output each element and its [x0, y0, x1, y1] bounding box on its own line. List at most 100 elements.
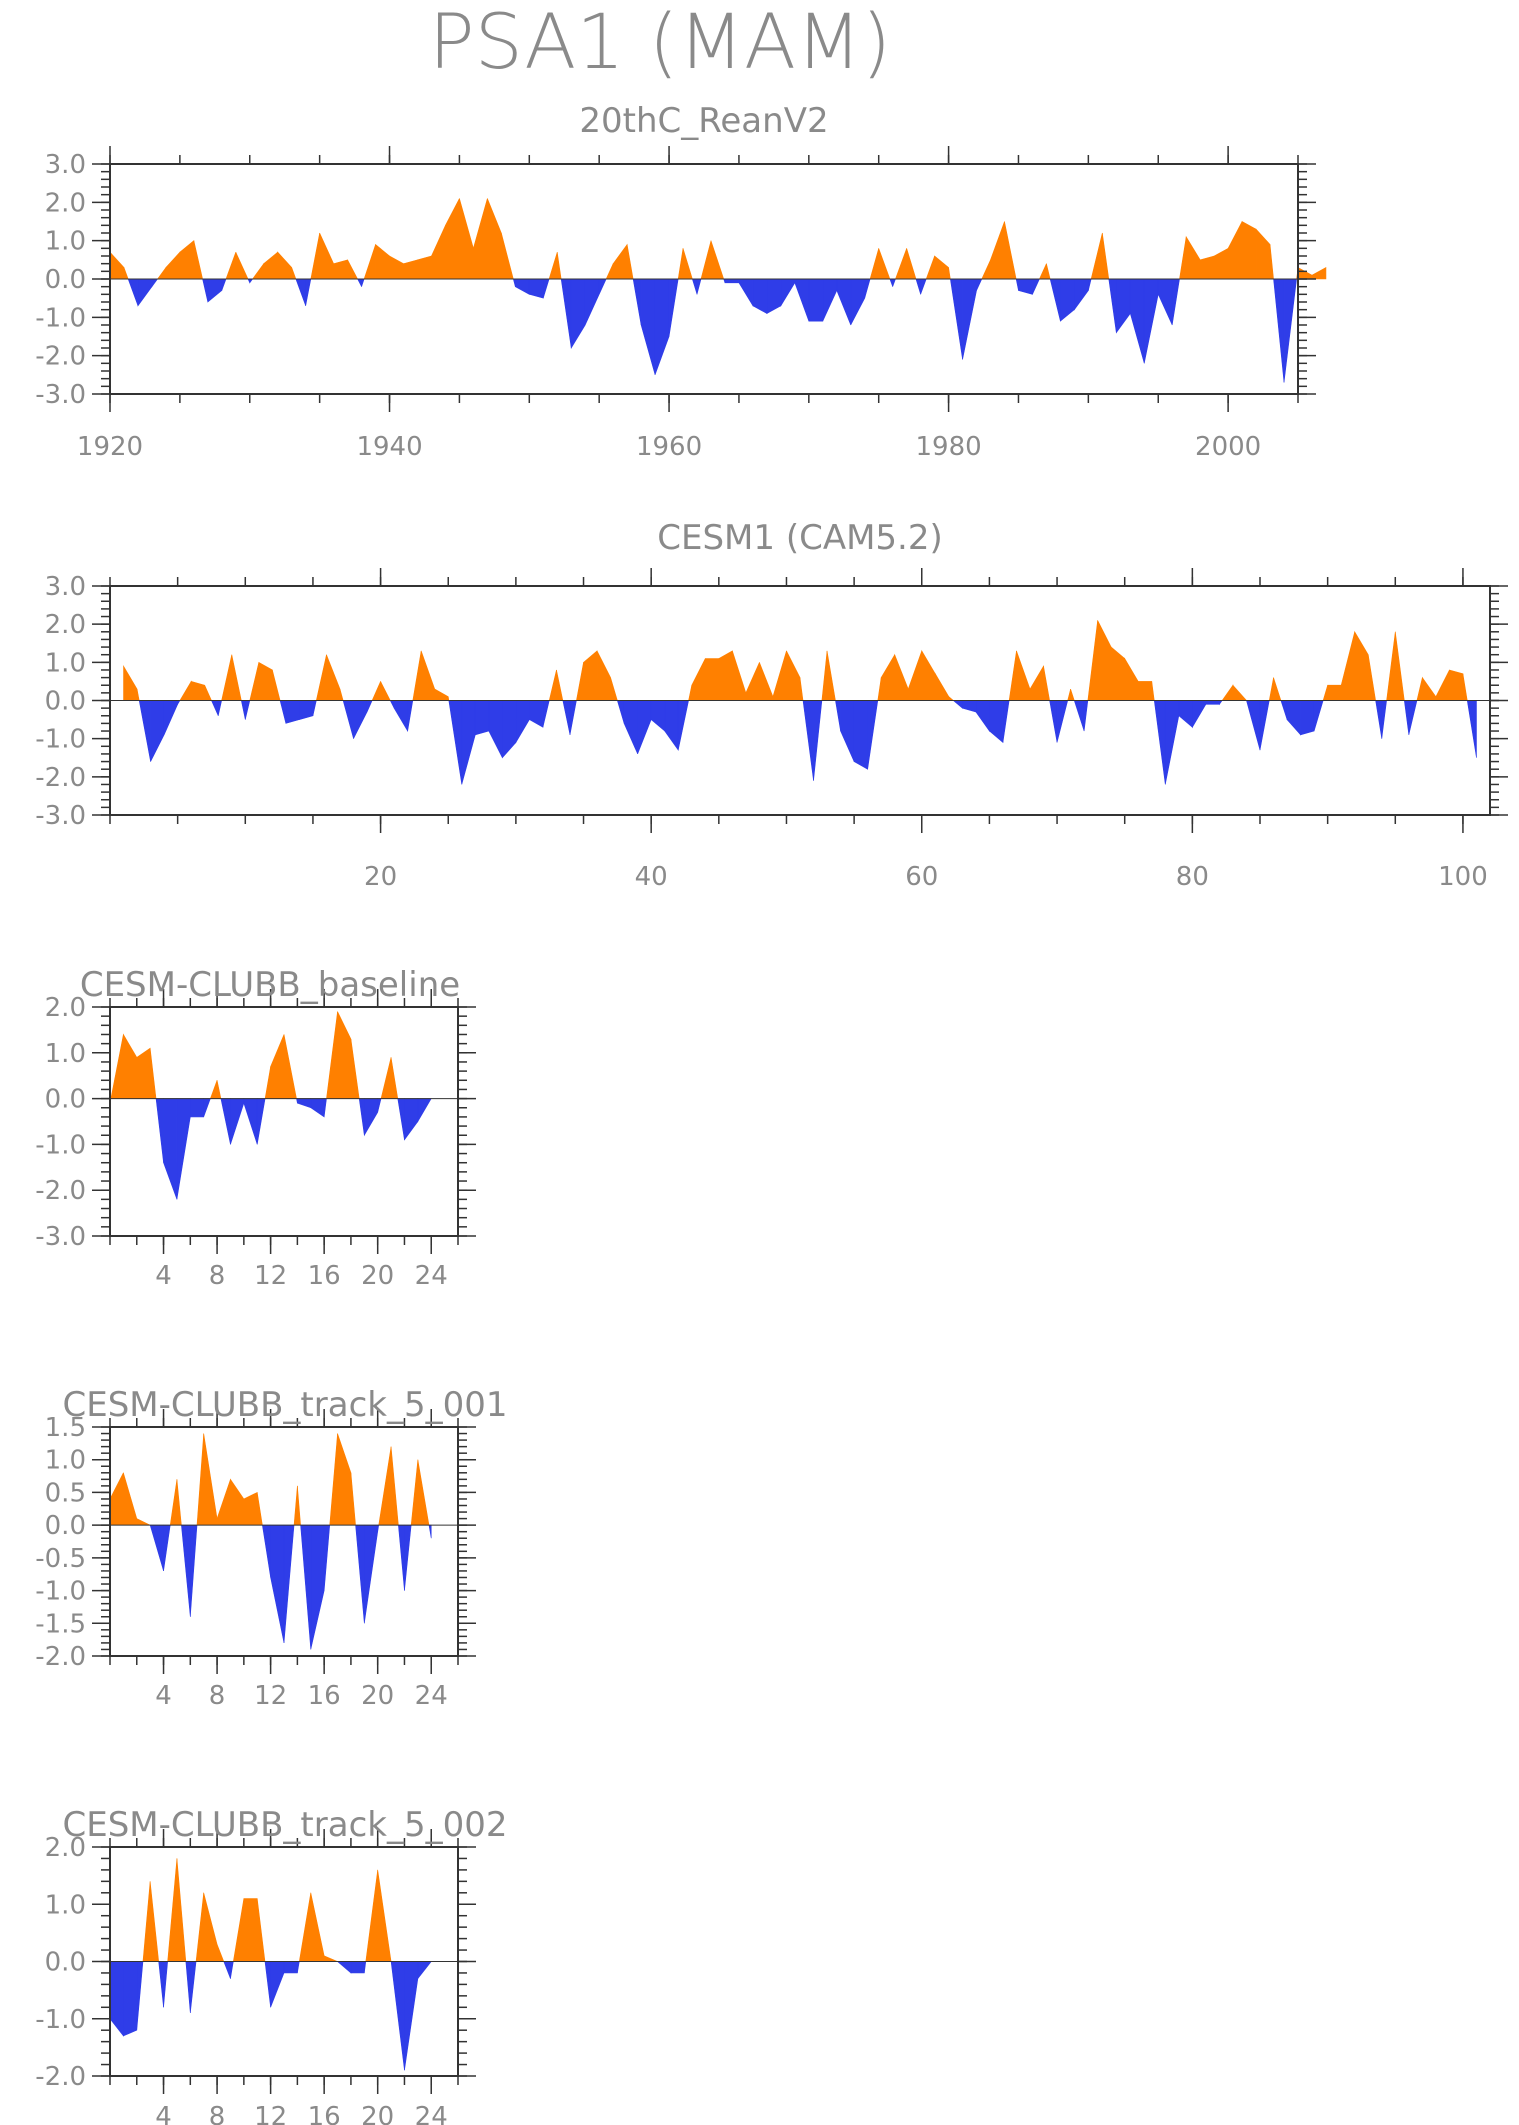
positive-area-segment: [895, 248, 907, 280]
positive-area-segment: [894, 654, 909, 701]
positive-area-segment: [799, 677, 804, 701]
negative-area-segment: [915, 278, 921, 295]
negative-area-segment: [393, 700, 408, 733]
positive-area-segment: [1046, 263, 1051, 280]
negative-area-segment: [1466, 700, 1477, 758]
positive-area-segment: [109, 251, 125, 280]
negative-area-segment: [448, 700, 463, 785]
panel-title: CESM-CLUBB_baseline: [80, 965, 460, 1005]
positive-area-segment: [612, 243, 628, 280]
negative-area-segment: [285, 700, 300, 724]
negative-area-segment: [813, 700, 823, 781]
negative-area-segment: [677, 700, 689, 751]
plot-frame: [109, 1426, 459, 1657]
positive-area-segment: [1124, 657, 1139, 701]
positive-area-segment: [291, 267, 297, 280]
negative-area-segment: [542, 278, 550, 299]
negative-area-segment: [1178, 700, 1193, 728]
positive-area-segment: [243, 1898, 258, 1962]
negative-area-segment: [163, 1524, 171, 1571]
negative-area-segment: [1273, 278, 1285, 383]
negative-area-segment: [270, 1524, 285, 1643]
positive-area-segment: [1043, 666, 1050, 701]
negative-area-segment: [920, 278, 927, 295]
negative-area-segment: [664, 700, 679, 752]
x-tick-label: 100: [1438, 862, 1488, 892]
x-tick-label: 20: [361, 1261, 394, 1291]
negative-area-segment: [1300, 700, 1315, 736]
negative-area-segment: [220, 1098, 231, 1145]
positive-area-segment: [682, 248, 693, 280]
negative-area-segment: [562, 700, 571, 735]
negative-area-segment: [853, 700, 868, 770]
negative-area-segment: [975, 700, 990, 732]
negative-area-segment: [109, 1961, 124, 2037]
panel-clubb-track-5-002: 2.0 1.0 0.0 -1.0 -2.0 4 8 12 16 20 24 CESM-CLUBB_tr…: [35, 1805, 507, 2125]
positive-area-segment: [270, 1034, 285, 1099]
negative-area-segment: [1073, 700, 1085, 732]
negative-area-segment: [389, 700, 395, 709]
y-tick-label: -1.0: [35, 2005, 86, 2035]
positive-area-segment: [677, 248, 684, 280]
positive-area-segment: [1386, 631, 1396, 701]
negative-area-segment: [223, 1961, 231, 1979]
positive-area-segment: [1090, 232, 1103, 280]
negative-area-segment: [355, 1524, 365, 1624]
positive-area-segment: [1008, 650, 1017, 701]
negative-area-segment: [397, 1098, 405, 1140]
negative-area-segment: [417, 1098, 432, 1123]
y-tick-label: -3.0: [35, 801, 86, 831]
positive-area-segment: [204, 685, 212, 701]
negative-area-segment: [1056, 700, 1069, 743]
positive-area-segment: [203, 1892, 218, 1962]
x-tick-label: 40: [635, 862, 668, 892]
negative-area-segment: [515, 278, 530, 295]
positive-area-segment: [167, 1858, 178, 1962]
negative-area-segment: [163, 700, 178, 735]
negative-area-segment: [190, 1524, 198, 1617]
negative-area-segment: [364, 1961, 367, 1973]
y-tick-label: -2.0: [35, 1176, 86, 1206]
panel-clubb-track-5-001: 1.51.00.50.0-0.5-1.0-1.5-2.0 4 8 12 16 20 24 CE…: [35, 1385, 507, 1711]
negative-area-segment: [217, 700, 222, 716]
negative-area-segment: [542, 700, 550, 728]
negative-area-segment: [1018, 278, 1033, 295]
negative-area-segment: [151, 278, 159, 288]
positive-area-segment: [1004, 221, 1017, 280]
positive-area-segment: [1029, 665, 1044, 701]
negative-area-segment: [361, 278, 365, 287]
x-tick-label: 4: [155, 1681, 172, 1711]
positive-area-segment: [297, 1485, 301, 1526]
positive-area-segment: [583, 650, 598, 701]
x-tick-label: 16: [308, 1261, 341, 1291]
positive-area-segment: [350, 1472, 356, 1526]
positive-area-segment: [434, 688, 449, 701]
positive-area-segment: [1311, 266, 1327, 280]
x-tick-label: 12: [254, 2102, 287, 2125]
positive-area-segment: [377, 1869, 392, 1962]
positive-area-segment: [906, 248, 917, 280]
positive-area-segment: [934, 672, 950, 701]
positive-area-segment: [337, 1433, 352, 1526]
positive-area-segment: [319, 232, 334, 280]
positive-area-segment: [1213, 247, 1229, 280]
negative-area-segment: [570, 278, 586, 350]
negative-area-segment: [300, 1524, 312, 1650]
positive-area-segment: [548, 252, 558, 280]
negative-area-segment: [640, 278, 656, 375]
positive-area-segment: [487, 198, 502, 280]
y-tick-label: 2.0: [45, 1833, 86, 1863]
negative-area-segment: [310, 1524, 325, 1650]
negative-area-segment: [560, 278, 572, 349]
x-tick-label: 8: [209, 2102, 226, 2125]
positive-area-segment: [821, 650, 828, 701]
negative-area-segment: [155, 1098, 164, 1163]
negative-area-segment: [752, 278, 768, 315]
panel-title: CESM-CLUBB_track_5_001: [63, 1385, 508, 1425]
positive-area-segment: [1038, 263, 1047, 280]
x-tick-label: 16: [308, 2102, 341, 2125]
x-tick-label: 60: [905, 862, 938, 892]
negative-area-segment: [766, 278, 782, 315]
positive-area-segment: [700, 240, 712, 280]
negative-area-segment: [616, 700, 625, 724]
